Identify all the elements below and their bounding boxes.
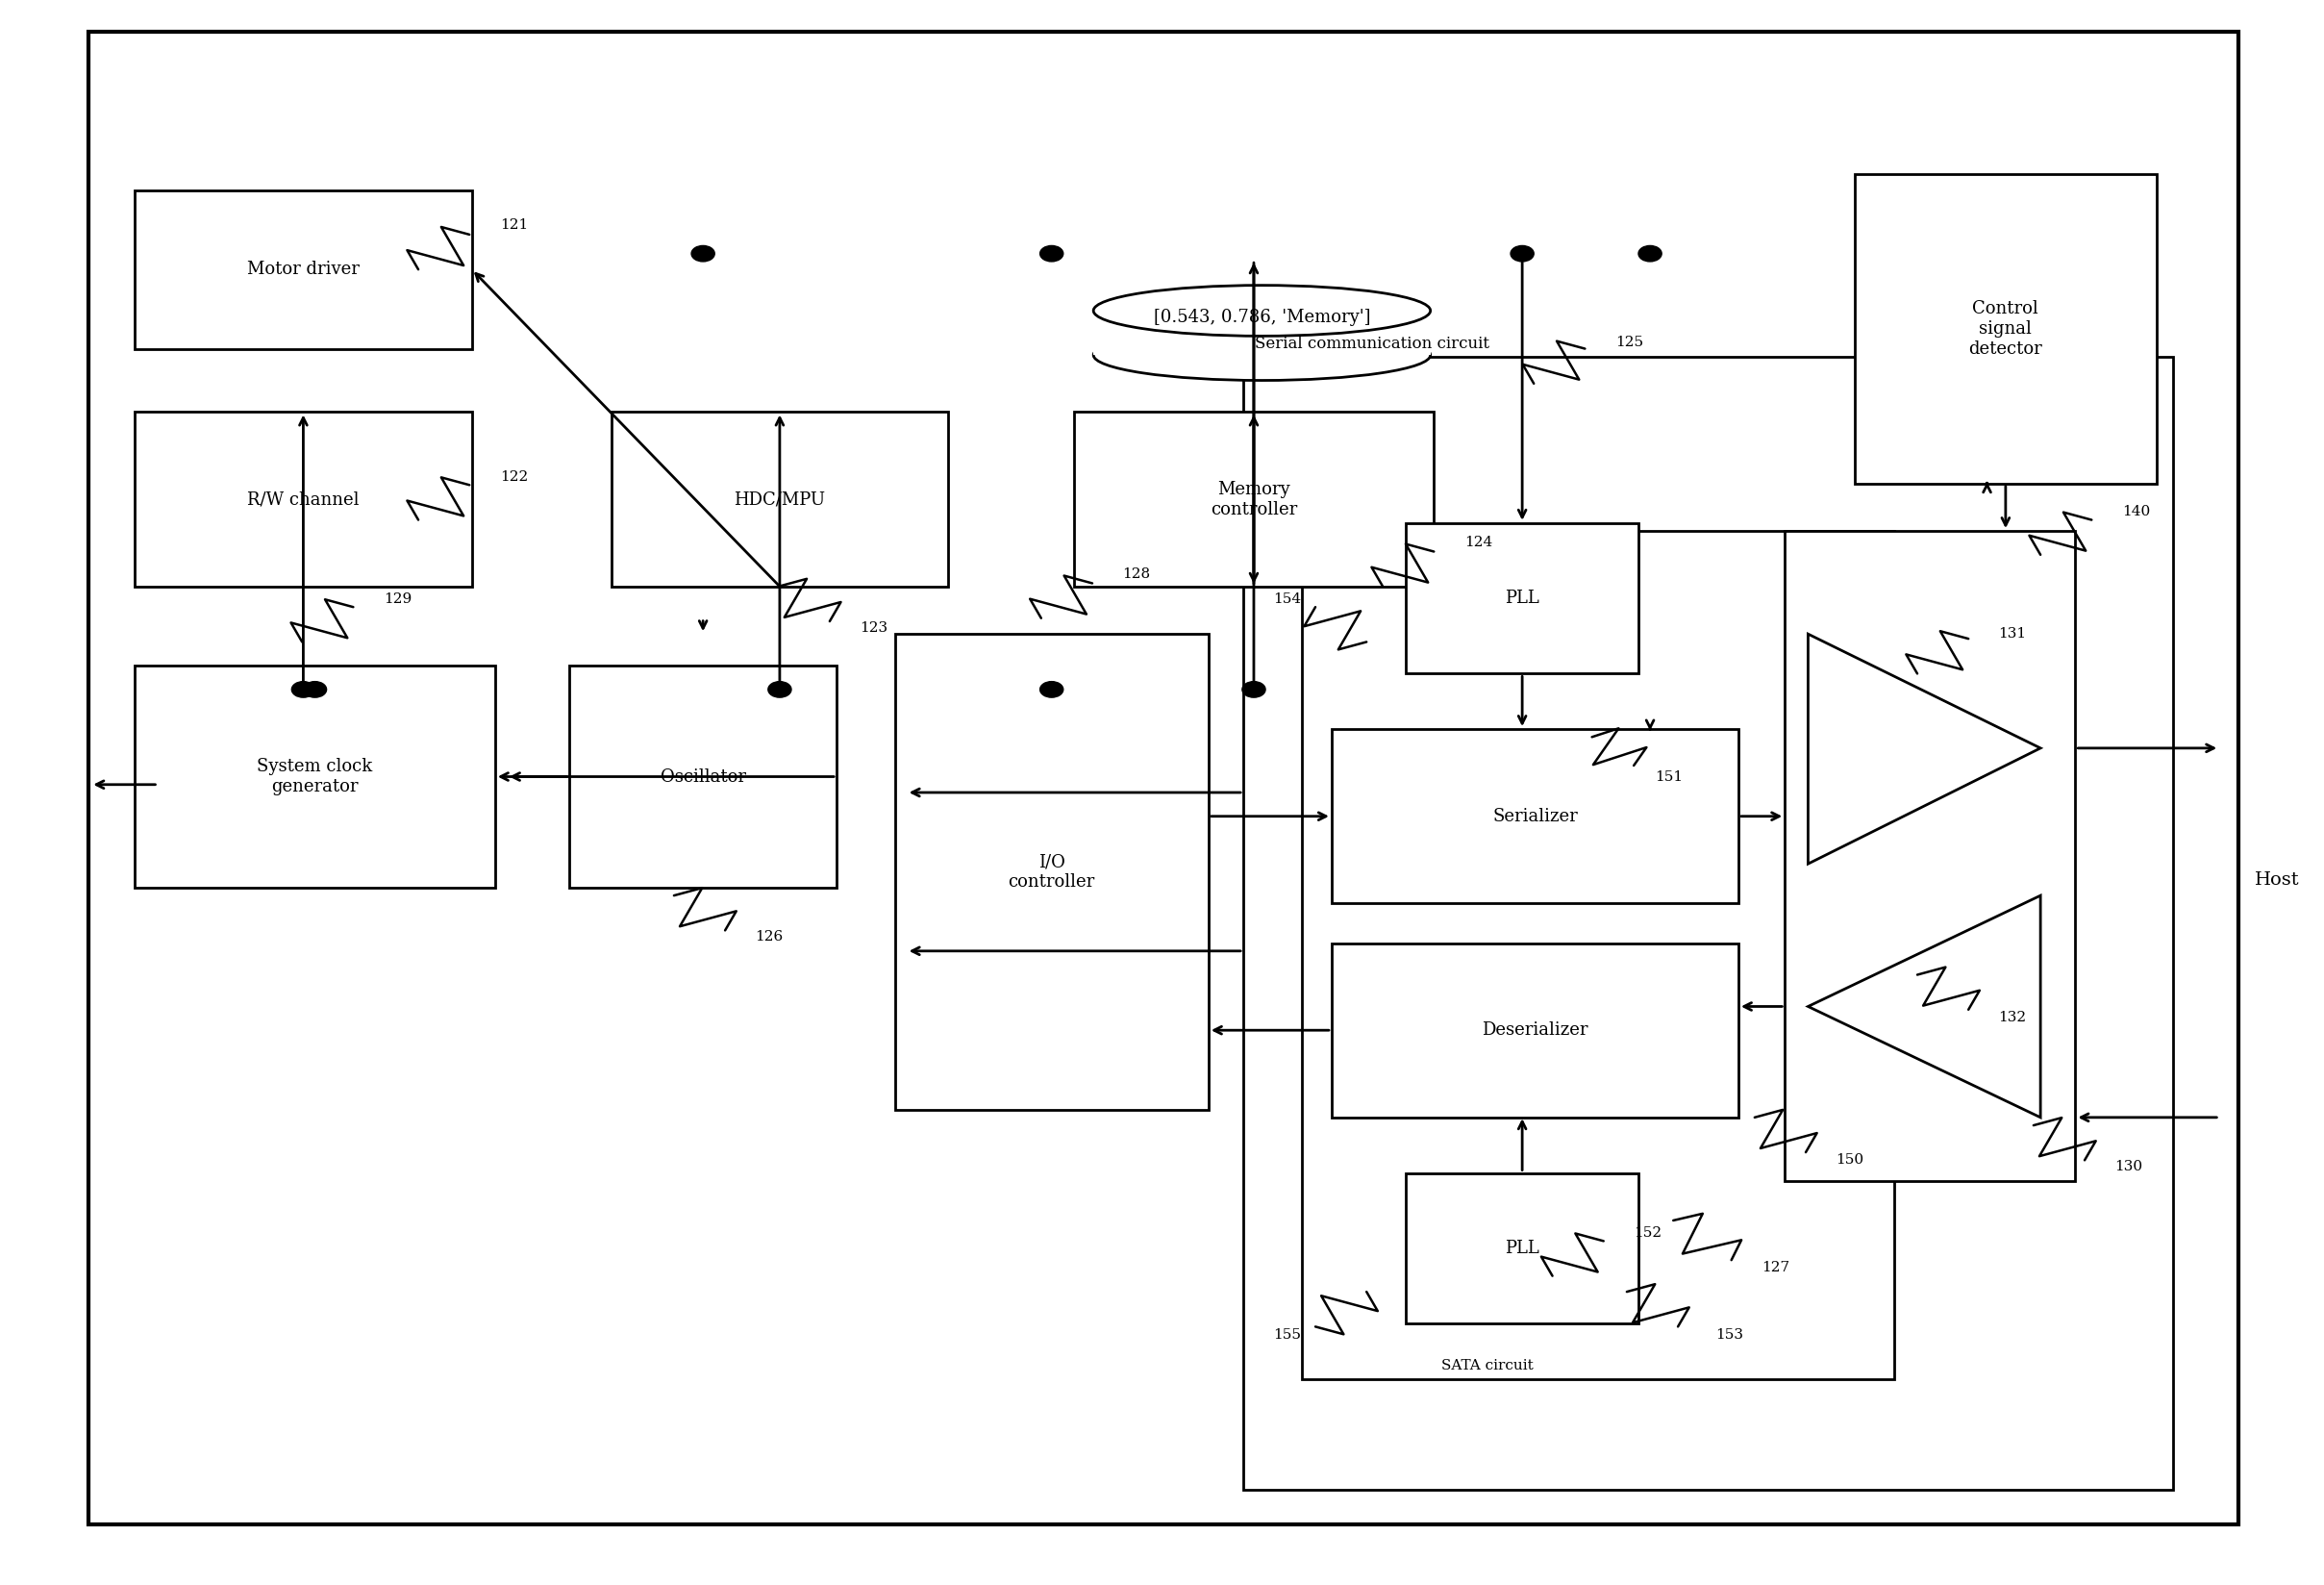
Text: Serializer: Serializer	[1492, 808, 1578, 824]
Circle shape	[767, 682, 790, 697]
Circle shape	[1241, 682, 1264, 697]
FancyBboxPatch shape	[1332, 729, 1738, 903]
Text: Motor driver: Motor driver	[246, 262, 360, 277]
Text: 121: 121	[500, 219, 528, 231]
Text: 125: 125	[1615, 336, 1643, 349]
Text: 122: 122	[500, 471, 528, 483]
Text: I/O
controller: I/O controller	[1009, 853, 1095, 891]
FancyBboxPatch shape	[1092, 285, 1432, 355]
Text: 123: 123	[860, 621, 888, 634]
Text: PLL: PLL	[1506, 590, 1538, 607]
Text: 153: 153	[1715, 1328, 1743, 1341]
Text: 150: 150	[1836, 1154, 1864, 1167]
Circle shape	[304, 682, 325, 697]
FancyBboxPatch shape	[135, 412, 472, 586]
Text: 154: 154	[1274, 593, 1301, 605]
Text: Serial communication circuit: Serial communication circuit	[1255, 336, 1490, 352]
Text: Memory
controller: Memory controller	[1211, 480, 1297, 518]
Text: 151: 151	[1655, 770, 1683, 783]
Text: 127: 127	[1762, 1262, 1789, 1274]
Text: 152: 152	[1634, 1227, 1662, 1239]
Ellipse shape	[1092, 285, 1432, 336]
FancyBboxPatch shape	[1785, 531, 2075, 1181]
Text: [0.543, 0.786, 'Memory']: [0.543, 0.786, 'Memory']	[1153, 309, 1371, 325]
FancyBboxPatch shape	[1074, 412, 1434, 586]
FancyBboxPatch shape	[895, 634, 1208, 1110]
FancyBboxPatch shape	[1406, 523, 1638, 674]
Text: Deserializer: Deserializer	[1483, 1022, 1587, 1038]
Text: Host: Host	[2254, 872, 2298, 888]
FancyBboxPatch shape	[569, 666, 837, 888]
Text: Oscillator: Oscillator	[660, 769, 746, 785]
FancyBboxPatch shape	[135, 190, 472, 349]
Text: 126: 126	[755, 930, 783, 943]
Text: 131: 131	[1999, 628, 2027, 640]
Text: Control
signal
detector: Control signal detector	[1968, 300, 2043, 358]
FancyBboxPatch shape	[611, 412, 948, 586]
Circle shape	[1041, 682, 1064, 697]
Circle shape	[1041, 246, 1064, 262]
Polygon shape	[1808, 634, 2040, 864]
FancyBboxPatch shape	[1406, 1173, 1638, 1323]
FancyBboxPatch shape	[1332, 943, 1738, 1117]
Circle shape	[690, 246, 713, 262]
Text: 132: 132	[1999, 1011, 2027, 1024]
Text: R/W channel: R/W channel	[246, 491, 360, 507]
Ellipse shape	[1092, 330, 1432, 380]
Circle shape	[293, 682, 316, 697]
Text: 130: 130	[2115, 1160, 2143, 1173]
Text: 155: 155	[1274, 1328, 1301, 1341]
Text: 140: 140	[2122, 506, 2150, 518]
Text: System clock
generator: System clock generator	[258, 758, 372, 796]
Text: PLL: PLL	[1506, 1239, 1538, 1257]
Text: 129: 129	[383, 593, 411, 605]
Text: 124: 124	[1464, 536, 1492, 548]
FancyBboxPatch shape	[1301, 531, 1894, 1379]
Text: HDC/MPU: HDC/MPU	[734, 491, 825, 507]
Circle shape	[1511, 246, 1534, 262]
Text: SATA circuit: SATA circuit	[1441, 1360, 1534, 1373]
FancyBboxPatch shape	[1855, 174, 2157, 483]
Polygon shape	[1808, 896, 2040, 1117]
FancyBboxPatch shape	[1243, 357, 2173, 1490]
Circle shape	[1638, 246, 1662, 262]
FancyBboxPatch shape	[135, 666, 495, 888]
Text: 128: 128	[1122, 567, 1150, 580]
FancyBboxPatch shape	[88, 32, 2238, 1525]
